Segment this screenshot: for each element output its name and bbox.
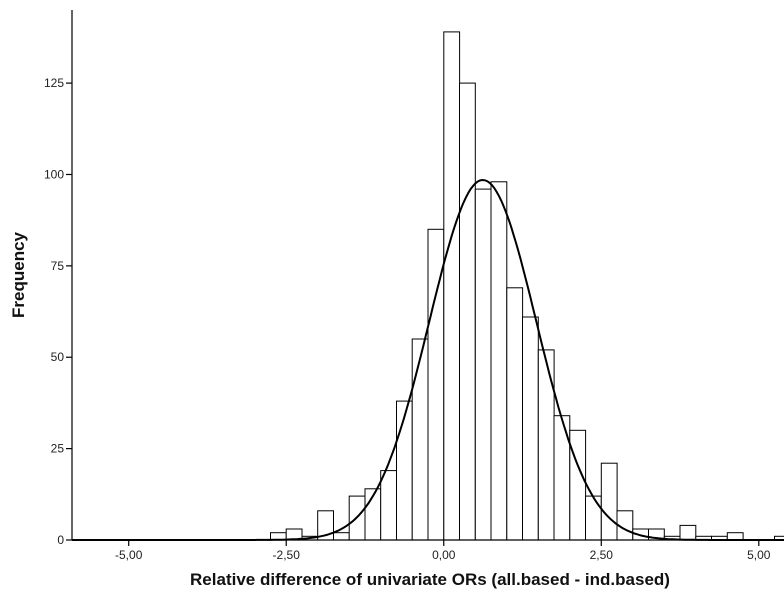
y-tick-label: 75 (51, 259, 65, 273)
y-axis-title: Frequency (9, 231, 28, 318)
histogram-bar (537, 349, 555, 541)
y-tick-label: 50 (51, 350, 65, 364)
histogram-bar (474, 188, 492, 541)
x-tick-label: -2,50 (273, 548, 301, 562)
histogram-bar (506, 287, 524, 541)
histogram-bar (396, 400, 413, 541)
axes (66, 10, 784, 546)
histogram-bar (411, 338, 429, 541)
y-tick-label: 0 (57, 533, 64, 547)
x-tick-label: 2,50 (590, 548, 614, 562)
histogram-bar (569, 429, 587, 541)
histogram-bar (585, 495, 602, 541)
histogram-bar (522, 316, 539, 541)
histogram-bar (380, 470, 398, 541)
histogram-bar (490, 181, 508, 541)
histogram-bar (679, 524, 697, 541)
y-tick-label: 25 (51, 442, 65, 456)
histogram-bar (459, 82, 476, 541)
y-tick-label: 100 (44, 167, 64, 181)
x-tick-label: -5,00 (115, 548, 143, 562)
histogram-bar (600, 462, 618, 541)
histogram-bars (270, 31, 784, 541)
tick-labels: 0 25 50 75 100 125 -5,00 -2,50 0,00 2,50 5,00 (44, 76, 771, 562)
histogram-bar (333, 532, 350, 541)
x-axis-title: Relative difference of univariate ORs (a… (190, 570, 670, 589)
histogram-bar (726, 532, 744, 541)
x-tick-label: 5,00 (747, 548, 771, 562)
x-tick-label: 0,00 (432, 548, 456, 562)
y-tick-label: 125 (44, 76, 64, 90)
histogram-bar (443, 31, 461, 541)
